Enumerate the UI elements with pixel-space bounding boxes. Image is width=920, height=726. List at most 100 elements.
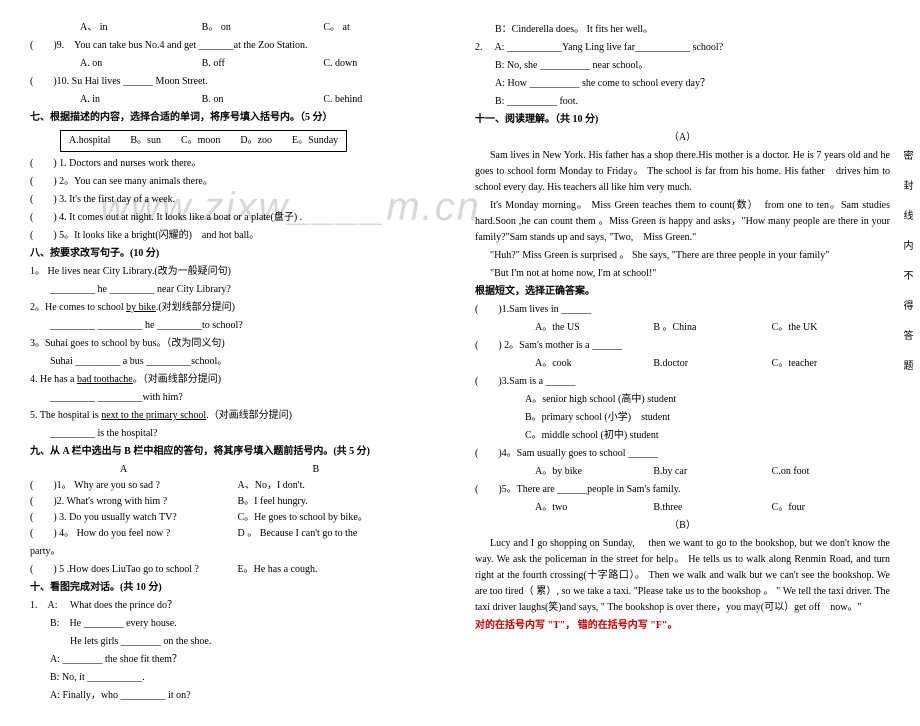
s8-item: _________ is the hospital? (30, 426, 445, 442)
qa-3-opt: C。middle school (初中) student (475, 428, 890, 444)
qa-4-opts: A。by bike B.by car C.on foot (475, 464, 890, 480)
col-b: B (253, 462, 446, 478)
opt: A. in (80, 92, 202, 108)
qa-5: ( )5。There are ______people in Sam's fam… (475, 482, 890, 498)
q8-options: A、 in B。 on C。 at (30, 20, 445, 36)
qa-2: ( ) 2。Sam's mother is a ______ (475, 338, 890, 354)
section-9-title: 九、从 A 栏中选出与 B 栏中相应的答句，将其序号填入题前括号内。(共 5 分… (30, 444, 445, 460)
s8-item: Suhai _________ a bus _________school。 (30, 354, 445, 370)
s9-b: D 。 Because I can't go to the (238, 526, 446, 542)
s9-row: ( ) 4。 How do you feel now ? D 。 Because… (30, 526, 445, 542)
word-box-wrap: A.hospital B。sun C。moon D。zoo E。Sunday (30, 128, 445, 154)
s9-a: ( ) 3. Do you usually watch TV? (30, 510, 238, 526)
s7-item: ( ) 1. Doctors and nurses work there。 (30, 156, 445, 172)
instr-a: 根据短文，选择正确答案。 (475, 284, 890, 300)
passage-a-p3: "Huh?" Miss Green is surprised 。 She say… (475, 248, 890, 264)
left-column: A、 in B。 on C。 at ( )9. You can take bus… (30, 20, 445, 706)
s10-line: He lets girls ________ on the shoe. (30, 634, 445, 650)
part-b-label: （B） (475, 518, 890, 534)
s9-a: ( ) 5 .How does LiuTao go to school ? (30, 562, 238, 578)
s9-a: ( )1。 Why are you so sad ? (30, 478, 238, 494)
s8-item: _________ he _________ near City Library… (30, 282, 445, 298)
opt: A. on (80, 56, 202, 72)
q9: ( )9. You can take bus No.4 and get ____… (30, 38, 445, 54)
q10-options: A. in B. on C. behind (30, 92, 445, 108)
s7-item: ( ) 3. It's the first day of a week. (30, 192, 445, 208)
s9-row: ( )1。 Why are you so sad ? A、No，I don't. (30, 478, 445, 494)
word-box: A.hospital B。sun C。moon D。zoo E。Sunday (60, 130, 347, 152)
right-column: B：Cinderella does。 It fits her well。 2. … (475, 20, 890, 706)
opt: B 。China (653, 320, 771, 336)
s10-line: B: He ________ every house. (30, 616, 445, 632)
q10: ( )10. Su Hai lives ______ Moon Street. (30, 74, 445, 90)
qa-1: ( )1.Sam lives in ______ (475, 302, 890, 318)
q9-options: A. on B. off C. down (30, 56, 445, 72)
s10-line: A: ________ the shoe fit them？ (30, 652, 445, 668)
s9-a: ( ) 4。 How do you feel now ? (30, 526, 238, 542)
s9-row: ( ) 5 .How does LiuTao go to school ? E。… (30, 562, 445, 578)
opt: A、 in (80, 20, 202, 36)
opt: A。by bike (535, 464, 653, 480)
passage-b: Lucy and I go shopping on Sunday, then w… (475, 536, 890, 616)
s10-line: A: Finally，who _________ it on? (30, 688, 445, 704)
qa-3: ( )3.Sam is a ______ (475, 374, 890, 390)
s9-b: B。I feel hungry. (238, 494, 446, 510)
opt: C。four (772, 500, 890, 516)
s8-item: _________ _________with him? (30, 390, 445, 406)
section-8-title: 八、按要求改写句子。(10 分) (30, 246, 445, 262)
s9-party: party。 (30, 544, 445, 560)
qa-4: ( )4。Sam usually goes to school ______ (475, 446, 890, 462)
s7-item: ( ) 2。You can see many animals there。 (30, 174, 445, 190)
s9-header: A B (30, 462, 445, 478)
passage-a-p4: "But I'm not at home now, I'm at school!… (475, 266, 890, 282)
opt: B. on (202, 92, 324, 108)
s9-b: A、No，I don't. (238, 478, 446, 494)
opt: B. off (202, 56, 324, 72)
s9-row: ( ) 3. Do you usually watch TV? C。He goe… (30, 510, 445, 526)
opt: B。 on (202, 20, 324, 36)
s10-cont: B: __________ foot. (475, 94, 890, 110)
s9-row: ( )2. What's wrong with him ? B。I feel h… (30, 494, 445, 510)
s10-cont: B: No, she __________ near school。 (475, 58, 890, 74)
section-11-title: 十一、阅读理解。（共 10 分) (475, 112, 890, 128)
s10-line: 1. A: What does the prince do？ (30, 598, 445, 614)
opt: A。two (535, 500, 653, 516)
opt: B.doctor (653, 356, 771, 372)
s7-item: ( ) 4. It comes out at night. It looks l… (30, 210, 445, 226)
qa-3-opt: A。senior high school (高中) student (475, 392, 890, 408)
s8-item: 5. The hospital is next to the primary s… (30, 408, 445, 424)
opt: A。the US (535, 320, 653, 336)
s10-line: B: No, it ___________. (30, 670, 445, 686)
s8-item: 3。Suhai goes to school by bus。（改为同义句) (30, 336, 445, 352)
qa-1-opts: A。the US B 。China C。the UK (475, 320, 890, 336)
page-columns: A、 in B。 on C。 at ( )9. You can take bus… (30, 20, 890, 706)
part-a-label: （A） (475, 130, 890, 146)
s9-a: ( )2. What's wrong with him ? (30, 494, 238, 510)
passage-a-p2: It's Monday morning。 Miss Green teaches … (475, 198, 890, 246)
col-a: A (30, 462, 253, 478)
s10-cont: 2. A: ___________Yang Ling live far_____… (475, 40, 890, 56)
qa-3-opt: B。primary school (小学) student (475, 410, 890, 426)
opt: C.on foot (772, 464, 890, 480)
binding-label: 密封线内不得答题 (898, 150, 914, 390)
s8-item: _________ _________ he _________to schoo… (30, 318, 445, 334)
qa-5-opts: A。two B.three C。four (475, 500, 890, 516)
opt: C。the UK (772, 320, 890, 336)
opt: C。 at (323, 20, 445, 36)
opt: C。teacher (772, 356, 890, 372)
section-10-title: 十、看图完成对话。(共 10 分) (30, 580, 445, 596)
qa-2-opts: A。cook B.doctor C。teacher (475, 356, 890, 372)
passage-a-p1: Sam lives in New York. His father has a … (475, 148, 890, 196)
s8-item: 4. He has a bad toothache。（对画线部分提问) (30, 372, 445, 388)
s7-item: ( ) 5。It looks like a bright(闪耀的) and ho… (30, 228, 445, 244)
s9-b: E。He has a cough. (238, 562, 446, 578)
s8-item: 1。 He lives near City Library.(改为一般疑问句) (30, 264, 445, 280)
section-7-title: 七、根据描述的内容，选择合适的单词，将序号填入括号内。（5 分） (30, 110, 445, 126)
opt: B.by car (653, 464, 771, 480)
instr-b: 对的在括号内写 "T"， 错的在括号内写 "F"。 (475, 618, 890, 634)
opt: C. behind (323, 92, 445, 108)
opt: C. down (323, 56, 445, 72)
opt: A。cook (535, 356, 653, 372)
s10-cont: B：Cinderella does。 It fits her well。 (475, 22, 890, 38)
s10-cont: A: How __________ she come to school eve… (475, 76, 890, 92)
